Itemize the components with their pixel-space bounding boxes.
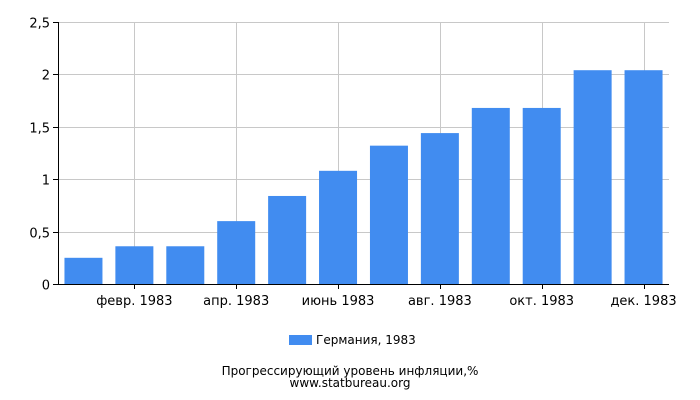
bar: [420, 133, 459, 284]
bar: [522, 107, 561, 284]
y-tick-label: 1: [42, 174, 50, 189]
x-tick-labels: февр. 1983 апр. 1983 июнь 1983 авг. 1983 окт…: [96, 294, 676, 309]
chart-footer-title: Прогрессирующий уровень инфляции,%: [222, 364, 479, 378]
x-tick-label: июнь 1983: [302, 294, 375, 309]
plot-area: [58, 22, 669, 284]
y-tick-label: 0,5: [29, 227, 50, 242]
x-tick-label: окт. 1983: [509, 294, 574, 309]
y-tick-label: 1,5: [29, 122, 50, 137]
x-tick-label: февр. 1983: [96, 294, 172, 309]
bar: [64, 257, 103, 284]
y-tick-label: 2,5: [29, 17, 50, 32]
axes-group: [53, 22, 669, 289]
x-tick-label: авг. 1983: [408, 294, 472, 309]
bar: [217, 221, 256, 284]
bar: [319, 170, 358, 284]
chart-footer-source: www.statbureau.org: [290, 376, 411, 390]
y-tick-label: 2: [42, 69, 50, 84]
bar: [471, 107, 510, 284]
bar: [166, 246, 205, 284]
x-tick-label: дек. 1983: [610, 294, 676, 309]
y-tick-label: 0: [42, 279, 50, 294]
y-tick-labels: 0 0,5 1 1,5 2 2,5: [29, 17, 50, 294]
bar: [115, 246, 154, 284]
bars-group: [64, 70, 663, 284]
x-tick-label: апр. 1983: [203, 294, 269, 309]
legend-label: Германия, 1983: [316, 333, 416, 347]
legend-swatch: [289, 335, 312, 345]
bar: [573, 70, 612, 284]
legend: Германия, 1983: [289, 333, 416, 347]
bar: [268, 195, 307, 284]
bar: [624, 70, 663, 284]
bar: [369, 145, 408, 284]
